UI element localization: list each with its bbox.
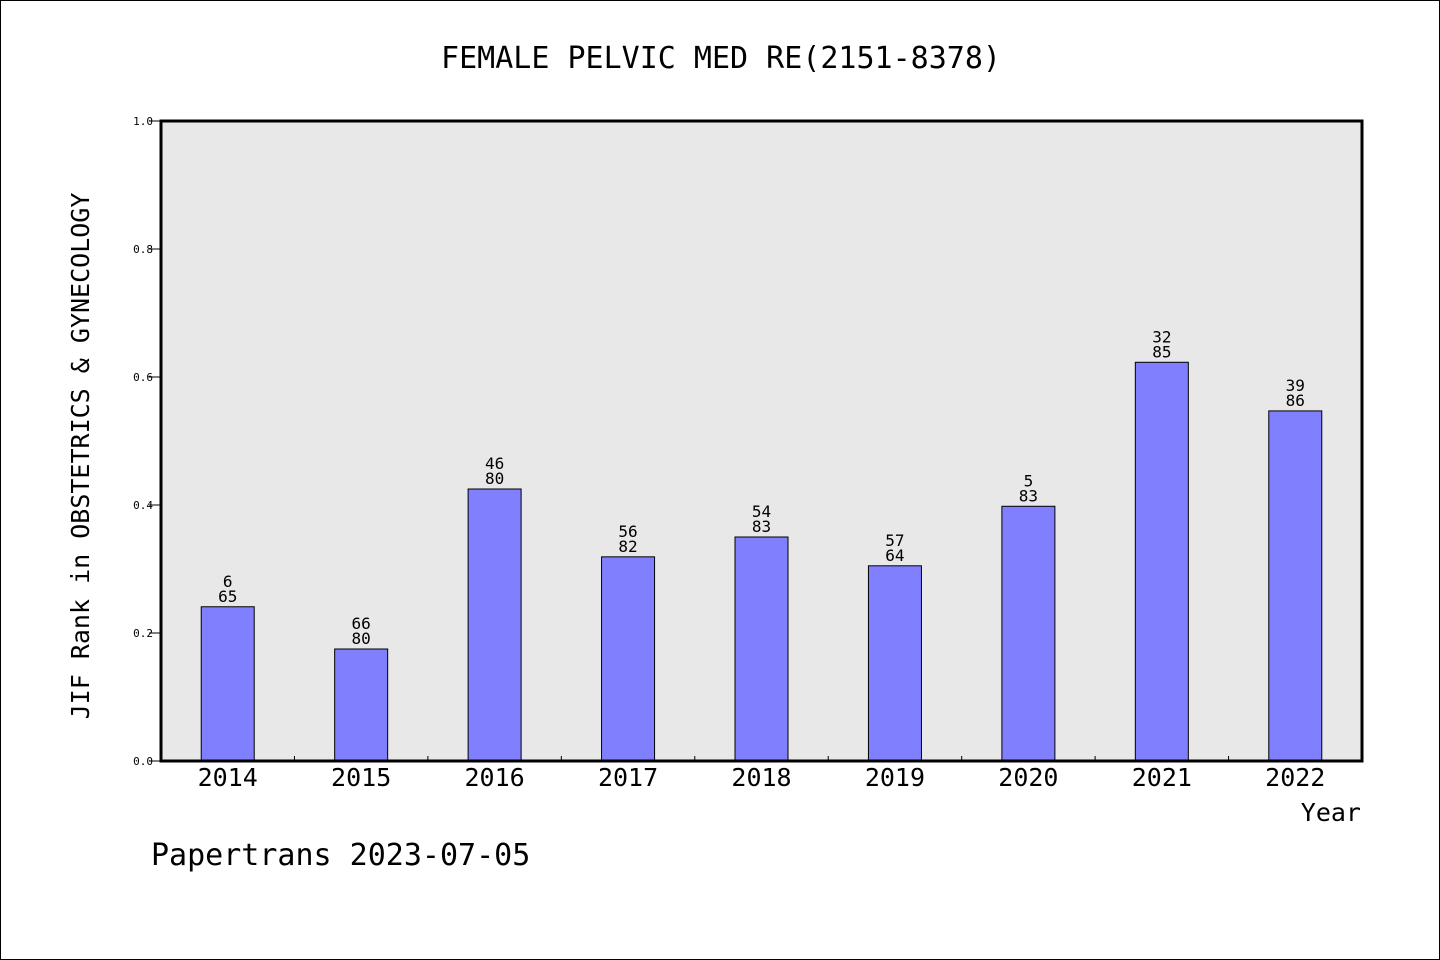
bar-label-bottom-2019: 64 — [885, 546, 904, 565]
bar-label-top-2021: 32 — [1152, 327, 1171, 346]
bar-label-bottom-2021: 85 — [1152, 342, 1171, 361]
y-tick-label-0.8: 0.8 — [133, 243, 153, 256]
bar-label-top-2019: 57 — [885, 531, 904, 550]
y-tick-label-0.2: 0.2 — [133, 627, 153, 640]
y-tick-label-1.0: 1.0 — [133, 115, 153, 128]
y-tick-label-0.4: 0.4 — [133, 499, 153, 512]
x-tick-label-2022: 2022 — [1265, 763, 1325, 792]
bar-2021 — [1134, 361, 1189, 762]
bar-label-top-2015: 66 — [352, 614, 371, 633]
plot-frame — [159, 119, 1364, 763]
x-axis-label: Year — [1301, 798, 1361, 827]
x-axis-ticks: 2014 2015 2016 2017 2018 2019 2020 2021 2022 — [198, 756, 1325, 792]
bars-group — [200, 361, 1323, 762]
bar-label-bottom-2022: 86 — [1286, 391, 1305, 410]
bar-2020 — [1001, 505, 1056, 762]
y-axis-ticks: 0.0 0.2 0.4 0.6 0.8 1.0 — [133, 115, 161, 768]
bar-2018 — [734, 536, 789, 762]
bar-label-top-2016: 46 — [485, 454, 504, 473]
bar-label-bottom-2014: 65 — [218, 587, 237, 606]
x-tick-label-2016: 2016 — [465, 763, 525, 792]
bar-label-bottom-2017: 82 — [618, 537, 637, 556]
bar-label-bottom-2016: 80 — [485, 469, 504, 488]
x-tick-label-2014: 2014 — [198, 763, 258, 792]
x-tick-label-2019: 2019 — [865, 763, 925, 792]
bar-label-top-2020: 5 — [1024, 471, 1034, 490]
y-tick-label-0.6: 0.6 — [133, 371, 153, 384]
bar-2015 — [334, 648, 389, 762]
bar-label-top-2022: 39 — [1286, 376, 1305, 395]
bar-2016 — [467, 488, 522, 762]
bar-2019 — [867, 565, 922, 762]
bar-label-top-2017: 56 — [618, 522, 637, 541]
bar-label-bottom-2015: 80 — [352, 629, 371, 648]
bar-label-bottom-2018: 83 — [752, 517, 771, 536]
bar-label-top-2014: 6 — [223, 572, 233, 591]
bar-label-top-2018: 54 — [752, 502, 771, 521]
x-tick-label-2015: 2015 — [331, 763, 391, 792]
bar-2022 — [1268, 410, 1323, 762]
x-tick-label-2020: 2020 — [998, 763, 1058, 792]
bar-label-bottom-2020: 83 — [1019, 486, 1038, 505]
y-tick-label-0.0: 0.0 — [133, 755, 153, 768]
x-tick-label-2017: 2017 — [598, 763, 658, 792]
bar-2014 — [200, 606, 255, 762]
y-axis-label: JIF Rank in OBSTETRICS & GYNECOLOGY — [66, 193, 95, 720]
x-tick-label-2021: 2021 — [1132, 763, 1192, 792]
watermark-text: Papertrans 2023-07-05 — [151, 838, 530, 873]
x-tick-label-2018: 2018 — [731, 763, 791, 792]
chart-title: FEMALE PELVIC MED RE(2151-8378) — [441, 41, 1001, 76]
bar-2017 — [601, 556, 656, 762]
